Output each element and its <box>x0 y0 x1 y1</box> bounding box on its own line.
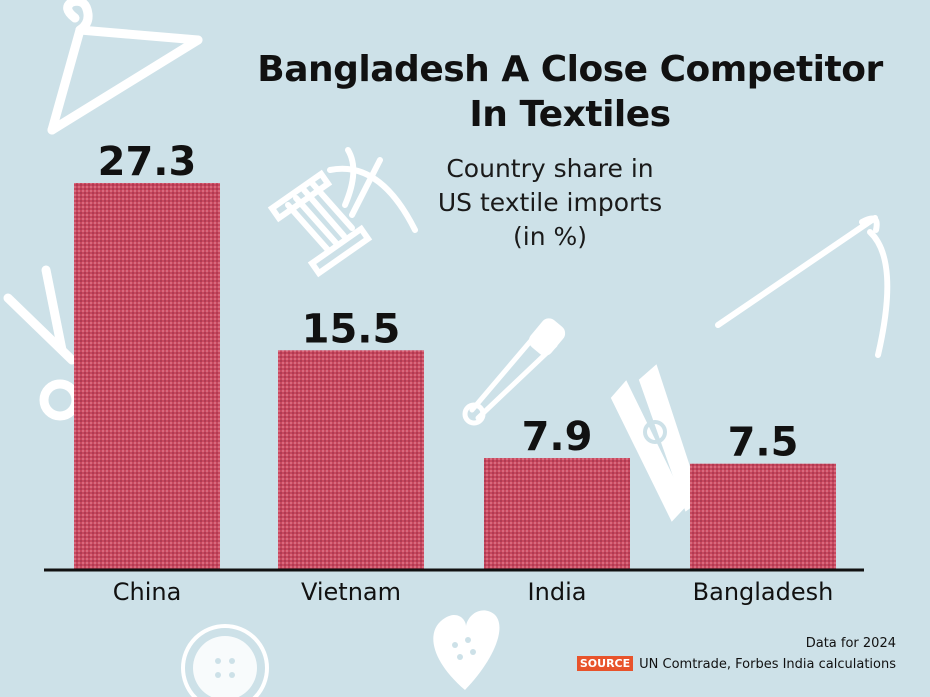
value-label-vietnam: 15.5 <box>302 306 401 352</box>
hanger-icon <box>47 0 203 135</box>
footer-source: SOURCE UN Comtrade, Forbes India calculat… <box>576 656 896 672</box>
bar-vietnam <box>278 350 424 570</box>
category-label-china: China <box>113 578 182 606</box>
bar-china <box>74 183 220 570</box>
value-label-bangladesh: 7.5 <box>728 420 799 466</box>
source-badge: SOURCE <box>576 656 634 671</box>
bar-india <box>484 458 630 570</box>
safety-pin-icon <box>462 318 566 426</box>
value-label-india: 7.9 <box>522 414 593 460</box>
chart-subtitle-line-1: Country share in <box>446 154 654 183</box>
chart-title-line-2: In Textiles <box>469 94 671 135</box>
clothespin-icon <box>610 364 702 522</box>
thread-spool-icon <box>267 147 418 278</box>
footer-note: Data for 2024 <box>805 636 896 651</box>
bars-group: 27.3 China 15.5 Vietnam 7.9 India 7.5 Banglades… <box>74 139 836 606</box>
value-label-china: 27.3 <box>98 139 197 185</box>
button-icon <box>181 624 269 697</box>
source-text: UN Comtrade, Forbes India calculations <box>639 657 896 672</box>
chart-title-line-1: Bangladesh A Close Competitor <box>257 49 883 90</box>
chart-subtitle-line-3: (in %) <box>513 222 587 251</box>
category-label-vietnam: Vietnam <box>301 578 401 606</box>
chart-subtitle-line-2: US textile imports <box>437 188 663 217</box>
category-label-bangladesh: Bangladesh <box>693 578 834 606</box>
bar-bangladesh <box>690 463 836 570</box>
category-label-india: India <box>528 578 587 606</box>
needle-icon <box>715 215 891 358</box>
heart-button-icon <box>433 610 500 690</box>
